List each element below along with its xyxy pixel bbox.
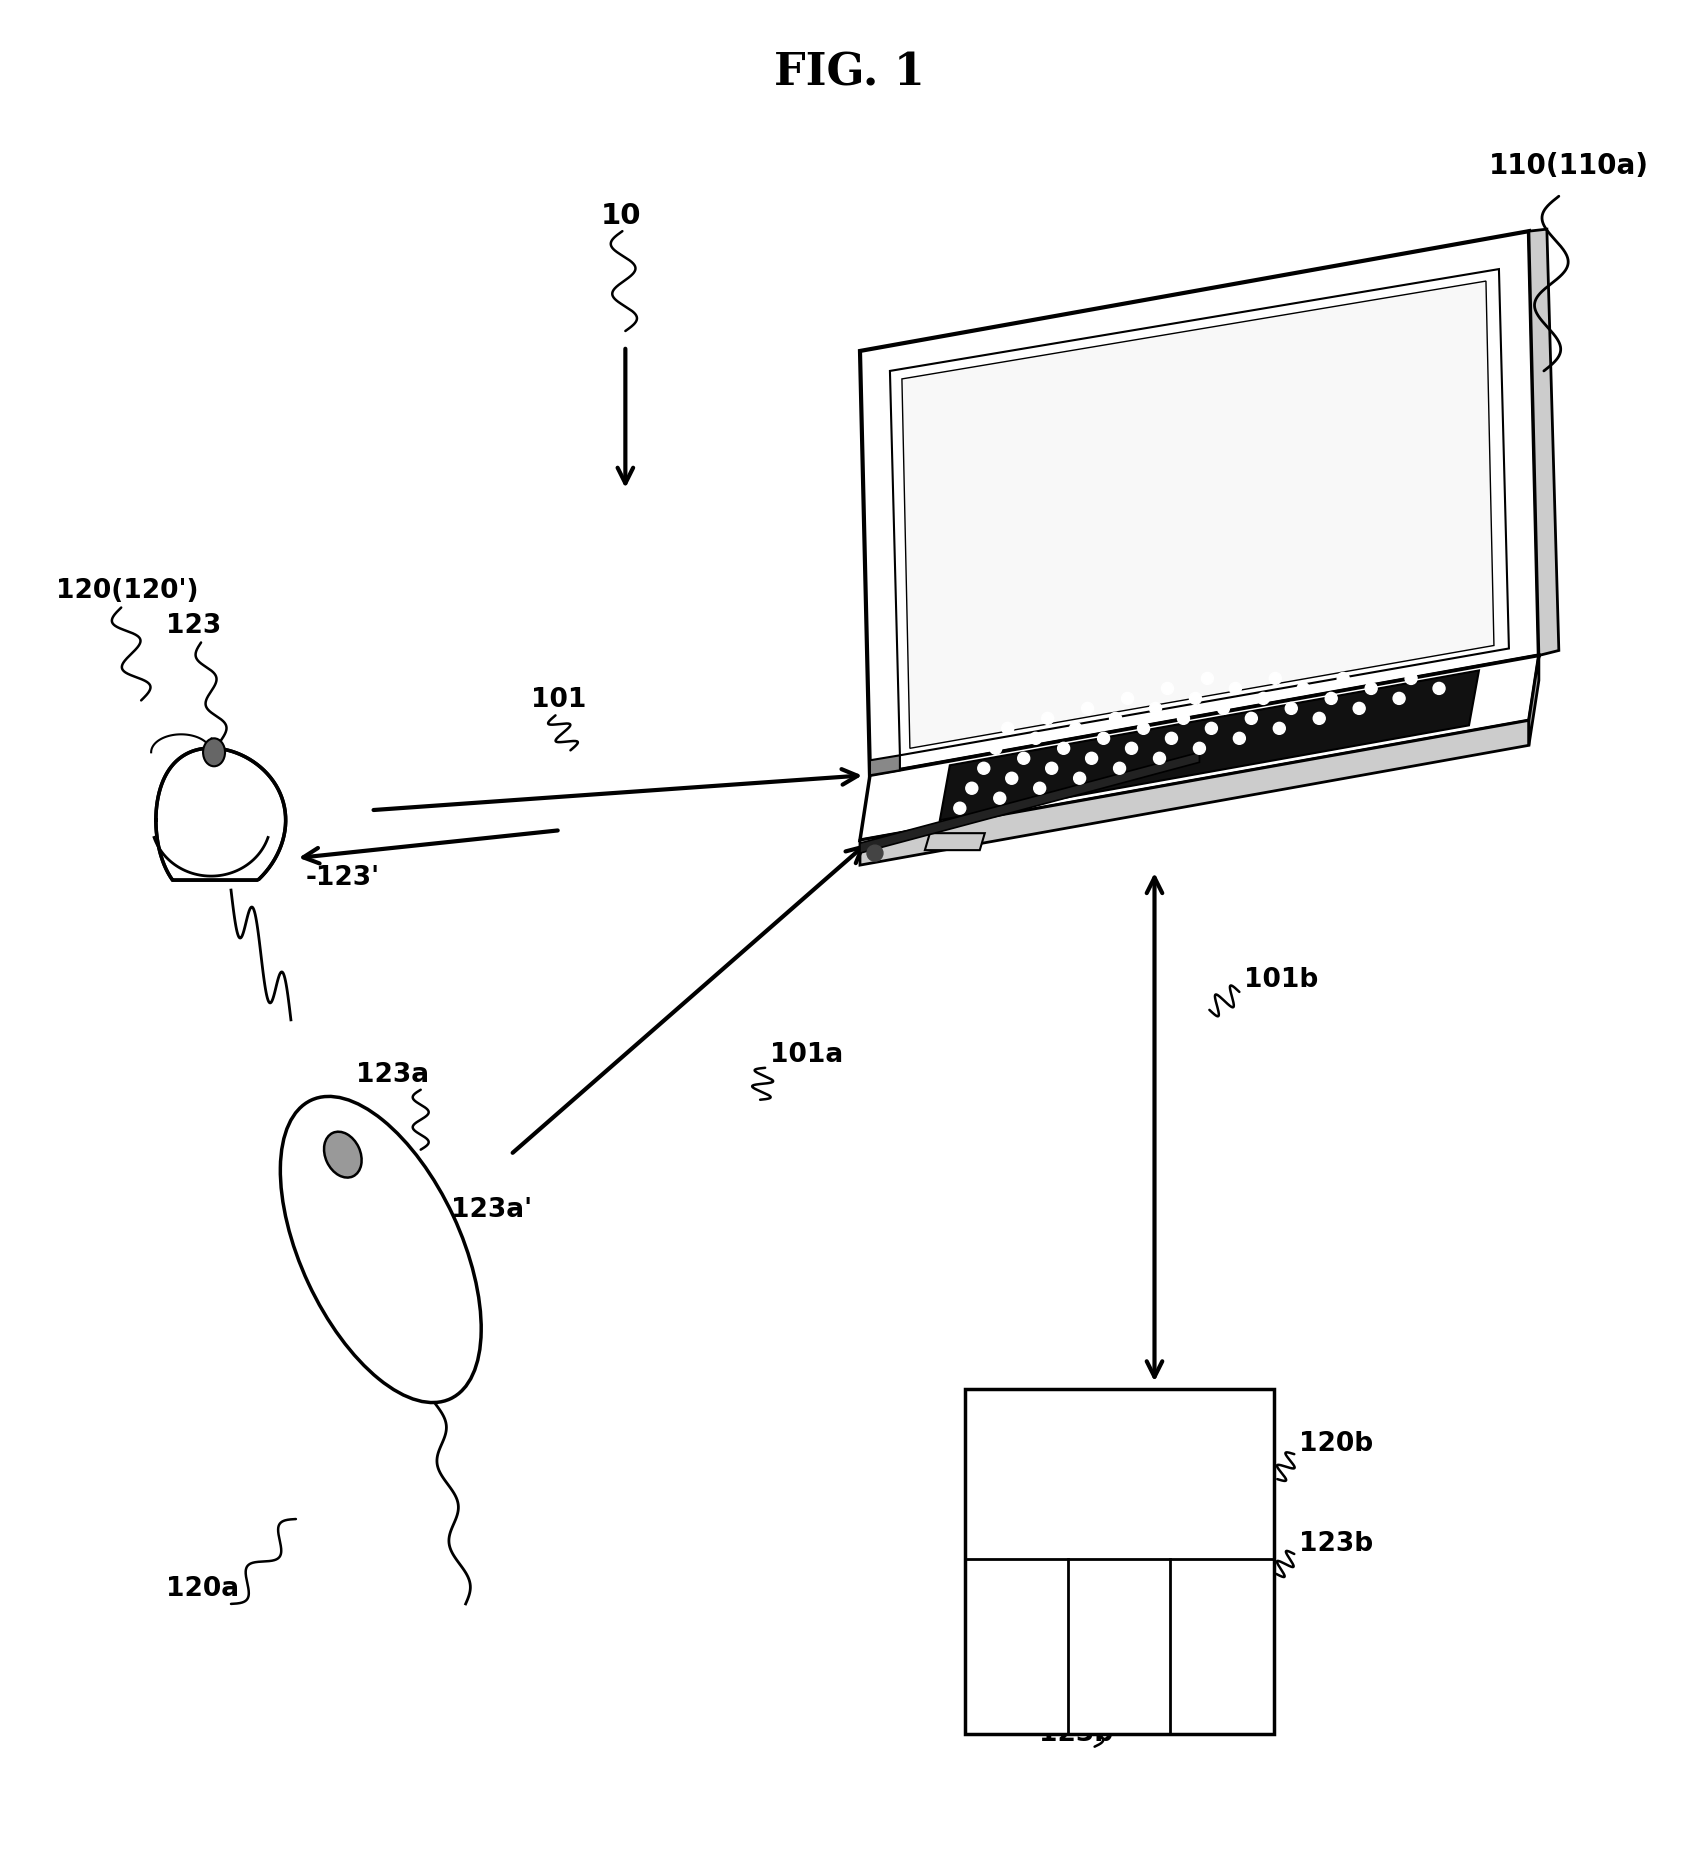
Text: 10: 10 <box>599 202 640 230</box>
Ellipse shape <box>204 738 224 766</box>
Circle shape <box>1073 772 1085 785</box>
Circle shape <box>1324 693 1336 704</box>
Polygon shape <box>1528 229 1559 656</box>
Text: 123b: 123b <box>1299 1530 1372 1556</box>
Circle shape <box>1404 672 1416 684</box>
Ellipse shape <box>324 1131 362 1178</box>
Text: 101: 101 <box>530 687 586 714</box>
Circle shape <box>1124 742 1138 755</box>
Circle shape <box>1097 732 1109 744</box>
Circle shape <box>1150 702 1161 714</box>
Text: 120b: 120b <box>1299 1431 1372 1457</box>
Circle shape <box>1161 682 1173 695</box>
Circle shape <box>1165 732 1177 744</box>
Polygon shape <box>859 230 1538 775</box>
Polygon shape <box>902 281 1493 749</box>
Circle shape <box>1297 682 1309 695</box>
Circle shape <box>1058 742 1070 755</box>
Text: 123b': 123b' <box>1037 1721 1121 1748</box>
Polygon shape <box>1528 656 1538 745</box>
Polygon shape <box>156 747 285 880</box>
Circle shape <box>1229 682 1241 695</box>
Text: -123': -123' <box>306 865 380 892</box>
Polygon shape <box>859 721 1528 865</box>
Circle shape <box>1365 682 1377 695</box>
Circle shape <box>1268 672 1280 684</box>
Circle shape <box>1017 753 1029 764</box>
Circle shape <box>1002 723 1014 734</box>
Circle shape <box>1029 732 1041 744</box>
Circle shape <box>1272 723 1284 734</box>
Text: FIG. 1: FIG. 1 <box>773 52 924 96</box>
Circle shape <box>1121 693 1133 704</box>
Text: 123: 123 <box>166 612 221 639</box>
Circle shape <box>1112 762 1124 774</box>
Circle shape <box>1189 693 1200 704</box>
Circle shape <box>1082 702 1094 714</box>
Circle shape <box>1200 672 1212 684</box>
Circle shape <box>1431 682 1445 695</box>
Circle shape <box>978 762 990 774</box>
Circle shape <box>1313 712 1324 725</box>
Polygon shape <box>939 671 1477 820</box>
Circle shape <box>1005 772 1017 785</box>
Polygon shape <box>869 755 900 775</box>
Circle shape <box>1109 712 1121 725</box>
Circle shape <box>1192 742 1204 755</box>
Circle shape <box>866 845 883 862</box>
Circle shape <box>1257 693 1268 704</box>
Circle shape <box>1245 712 1257 725</box>
Circle shape <box>1392 693 1404 704</box>
Text: 110(110a): 110(110a) <box>1487 152 1649 180</box>
Circle shape <box>993 792 1005 804</box>
Circle shape <box>1233 732 1245 744</box>
Circle shape <box>1153 753 1165 764</box>
Circle shape <box>1070 723 1082 734</box>
Circle shape <box>1204 723 1217 734</box>
Bar <box>964 1390 1274 1734</box>
Circle shape <box>1352 702 1365 714</box>
Polygon shape <box>924 833 985 850</box>
Text: 120a: 120a <box>166 1575 239 1601</box>
Circle shape <box>1044 762 1058 774</box>
Text: 123a': 123a' <box>450 1197 531 1223</box>
Circle shape <box>1284 702 1297 714</box>
Circle shape <box>990 742 1002 755</box>
Circle shape <box>1085 753 1097 764</box>
Ellipse shape <box>280 1096 481 1403</box>
Text: 123a: 123a <box>355 1062 428 1088</box>
Circle shape <box>1177 712 1189 725</box>
Circle shape <box>1138 723 1150 734</box>
Circle shape <box>953 802 964 815</box>
Text: PANEL: PANEL <box>1077 1493 1161 1517</box>
Polygon shape <box>859 753 1199 852</box>
Polygon shape <box>859 656 1538 841</box>
Circle shape <box>1336 672 1348 684</box>
Text: 120(120'): 120(120') <box>56 577 199 603</box>
Circle shape <box>964 783 978 794</box>
Text: 101a: 101a <box>769 1041 842 1068</box>
Circle shape <box>1041 712 1053 725</box>
Circle shape <box>1217 702 1229 714</box>
Text: 101b: 101b <box>1243 966 1318 993</box>
Polygon shape <box>890 270 1508 755</box>
Text: TOUCH: TOUCH <box>1073 1453 1165 1478</box>
Circle shape <box>1032 783 1044 794</box>
